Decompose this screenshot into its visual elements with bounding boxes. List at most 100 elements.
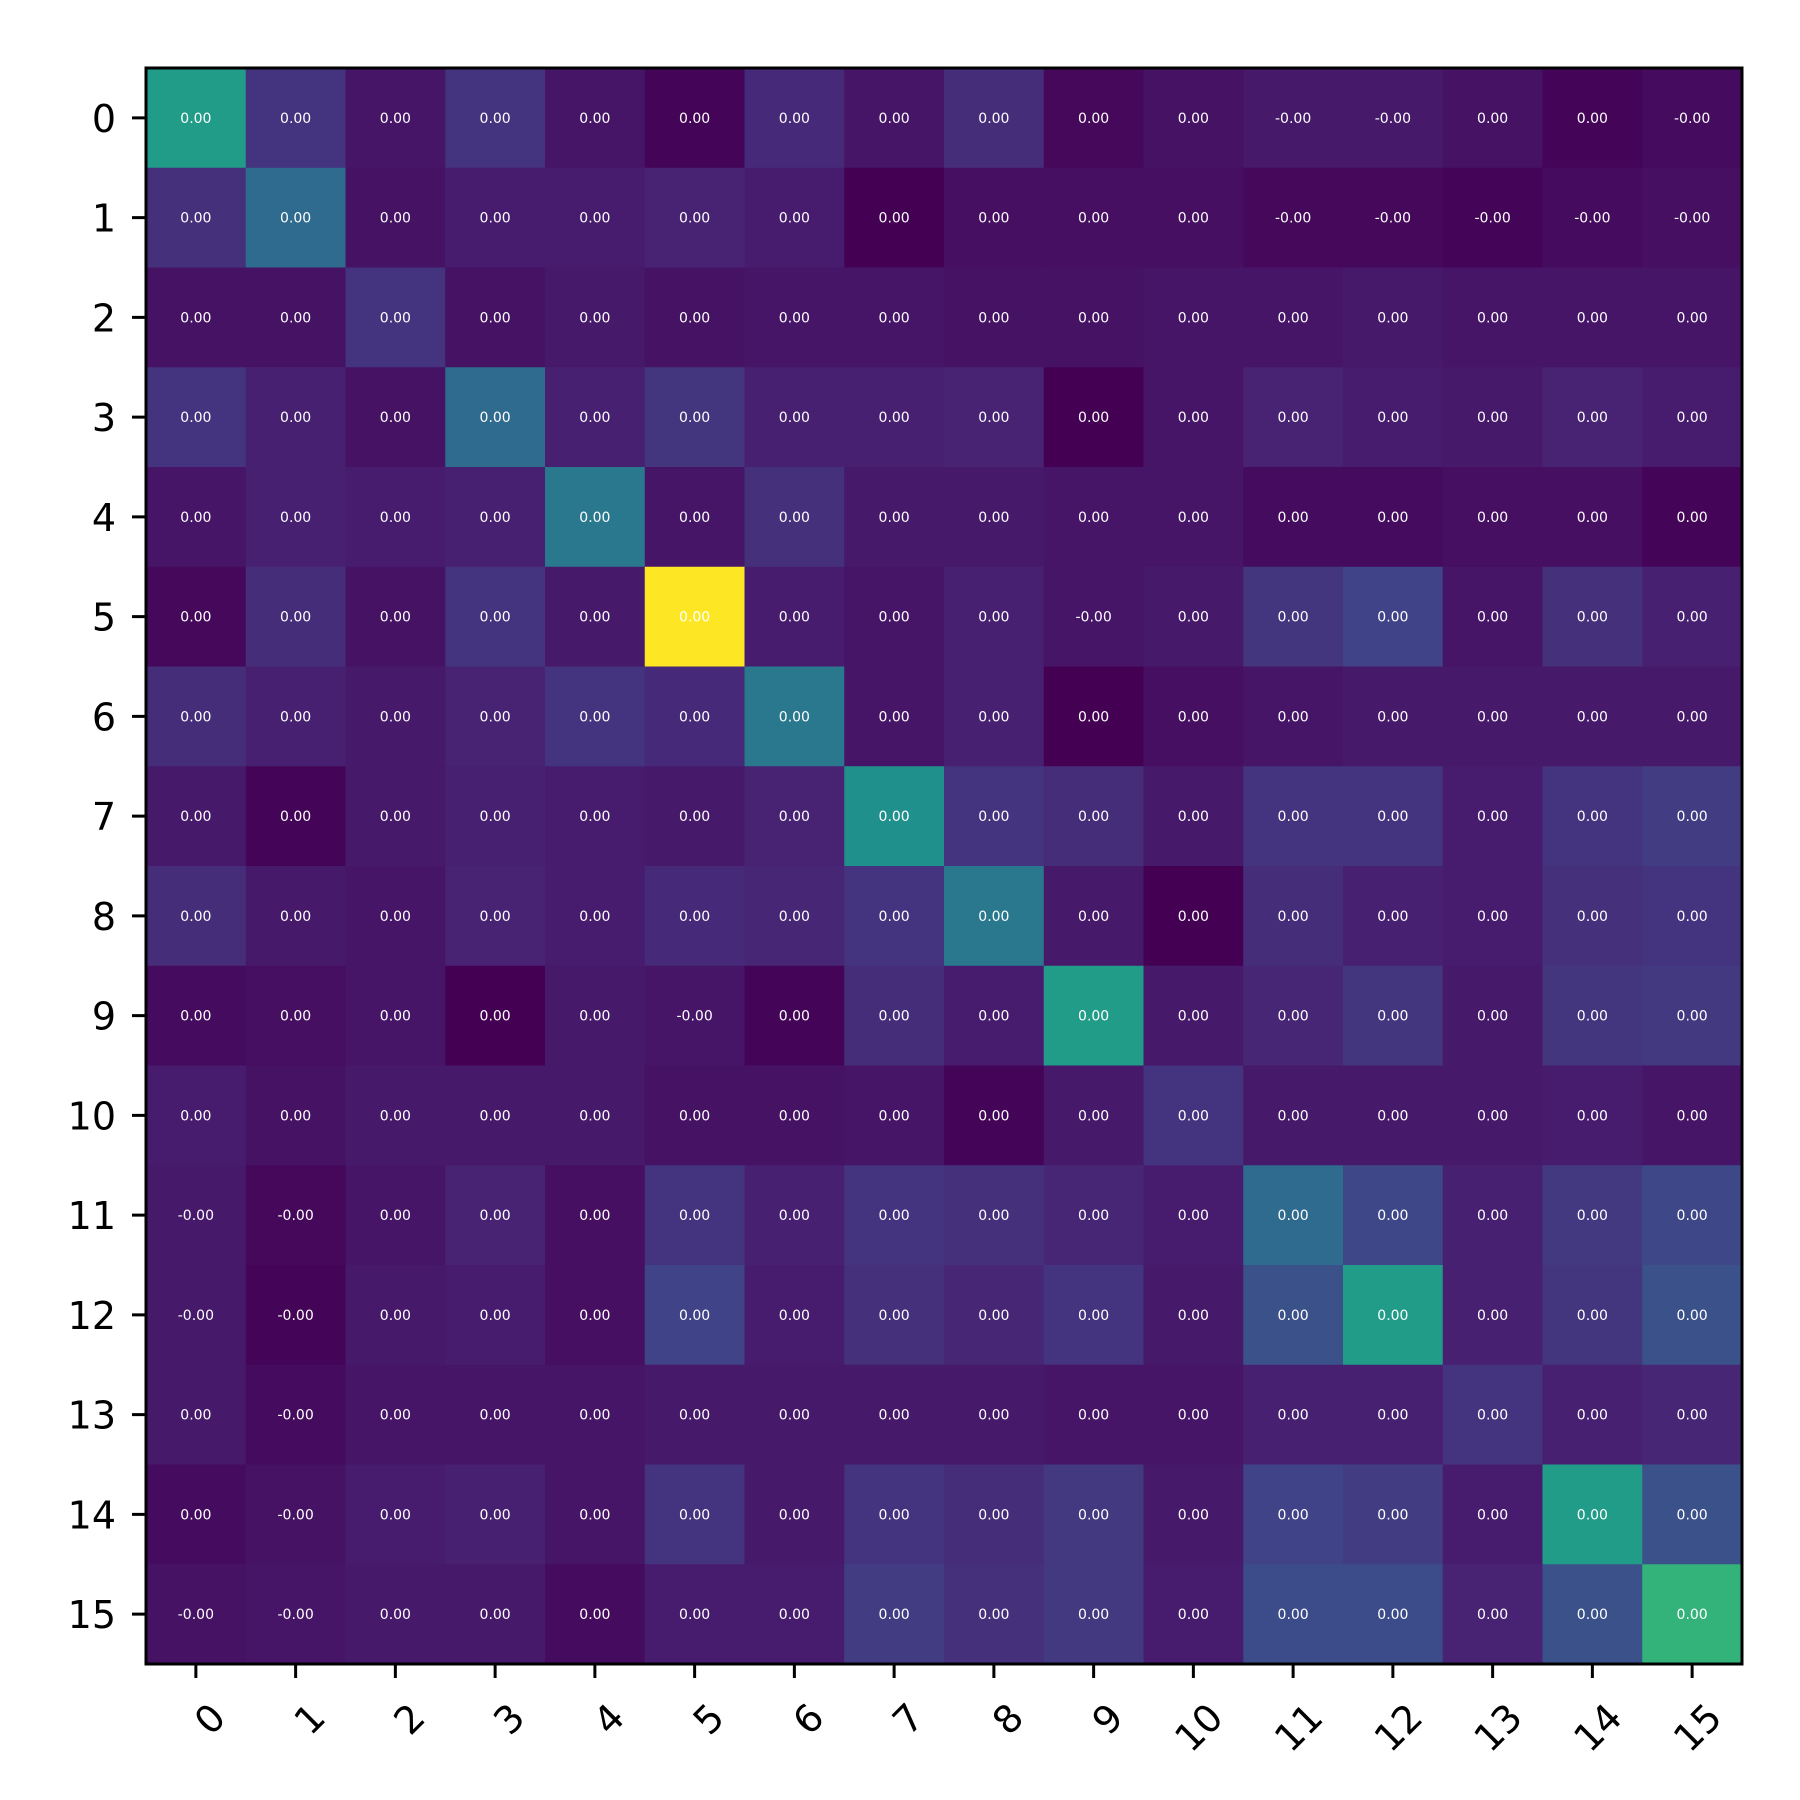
cell-value-label: -0.00 xyxy=(178,1607,214,1623)
cell-value-label: 0.00 xyxy=(879,510,910,526)
heatmap-cell-14-5 xyxy=(644,1464,745,1565)
cell-value-label: 0.00 xyxy=(879,809,910,825)
heatmap-cell-1-12 xyxy=(1343,167,1444,268)
heatmap-cell-1-13 xyxy=(1442,167,1543,268)
heatmap-cell-7-9 xyxy=(1043,766,1144,867)
heatmap-cell-1-2 xyxy=(345,167,446,268)
heatmap-cell-2-11 xyxy=(1243,267,1344,368)
cell-value-label: 0.00 xyxy=(879,1308,910,1324)
cell-value-label: 0.00 xyxy=(879,1208,910,1224)
heatmap-cell-15-8 xyxy=(944,1564,1045,1665)
cell-value-label: 0.00 xyxy=(879,1408,910,1424)
cell-value-label: 0.00 xyxy=(1477,909,1508,925)
cell-value-label: 0.00 xyxy=(879,310,910,326)
heatmap-cell-0-12 xyxy=(1343,68,1444,169)
heatmap-cell-4-2 xyxy=(345,467,446,568)
heatmap-cell-13-1 xyxy=(245,1364,346,1465)
cell-value-label: 0.00 xyxy=(978,809,1009,825)
heatmap-cell-10-11 xyxy=(1243,1065,1344,1166)
cell-value-label: 0.00 xyxy=(180,310,211,326)
heatmap-cell-10-13 xyxy=(1442,1065,1543,1166)
cell-value-label: 0.00 xyxy=(1178,410,1209,426)
heatmap-cell-4-8 xyxy=(944,467,1045,568)
heatmap-cell-11-13 xyxy=(1442,1165,1543,1266)
heatmap-cell-14-6 xyxy=(744,1464,845,1565)
heatmap-cell-6-3 xyxy=(445,666,546,767)
heatmap-cell-12-1 xyxy=(245,1265,346,1366)
cell-value-label: 0.00 xyxy=(1577,1408,1608,1424)
cell-value-label: 0.00 xyxy=(1278,1408,1309,1424)
cell-value-label: 0.00 xyxy=(1377,709,1408,725)
cell-value-label: -0.00 xyxy=(1076,610,1112,626)
cell-value-label: 0.00 xyxy=(879,410,910,426)
heatmap-cell-14-10 xyxy=(1143,1464,1244,1565)
heatmap-cell-9-8 xyxy=(944,965,1045,1066)
cell-value-label: 0.00 xyxy=(380,1408,411,1424)
cell-value-label: 0.00 xyxy=(1178,211,1209,227)
cell-value-label: 0.00 xyxy=(779,1108,810,1124)
cell-value-label: 0.00 xyxy=(579,1108,610,1124)
cell-value-label: 0.00 xyxy=(779,111,810,127)
cell-value-label: 0.00 xyxy=(1078,909,1109,925)
cell-value-label: 0.00 xyxy=(380,111,411,127)
x-tick-label: 5 xyxy=(685,1695,733,1743)
heatmap-cell-labels: 0.00 0.00 0.00 0.00 0.00 0.00 0.00 0.00 0.00 0.00… xyxy=(178,111,1710,1623)
heatmap-cell-3-0 xyxy=(146,367,247,468)
heatmap-cell-5-14 xyxy=(1542,566,1643,667)
heatmap-cell-3-13 xyxy=(1442,367,1543,468)
cell-value-label: 0.00 xyxy=(978,1607,1009,1623)
cell-value-label: 0.00 xyxy=(1178,510,1209,526)
cell-value-label: -0.00 xyxy=(278,1607,314,1623)
heatmap-cell-5-8 xyxy=(944,566,1045,667)
cell-value-label: 0.00 xyxy=(1178,1009,1209,1025)
heatmap-cell-13-14 xyxy=(1542,1364,1643,1465)
heatmap-cell-12-8 xyxy=(944,1265,1045,1366)
heatmap-cell-9-0 xyxy=(146,965,247,1066)
heatmap-cell-15-0 xyxy=(146,1564,247,1665)
heatmap-cell-15-1 xyxy=(245,1564,346,1665)
cell-value-label: 0.00 xyxy=(579,610,610,626)
cell-value-label: 0.00 xyxy=(480,709,511,725)
heatmap-cell-14-15 xyxy=(1642,1464,1743,1565)
heatmap-cell-15-15 xyxy=(1642,1564,1743,1665)
cell-value-label: 0.00 xyxy=(280,909,311,925)
heatmap-cell-0-13 xyxy=(1442,68,1543,169)
heatmap-cell-11-1 xyxy=(245,1165,346,1266)
heatmap-cell-8-2 xyxy=(345,866,446,967)
cell-value-label: 0.00 xyxy=(380,610,411,626)
cell-value-label: 0.00 xyxy=(1078,1108,1109,1124)
cell-value-label: 0.00 xyxy=(1677,1308,1708,1324)
cell-value-label: 0.00 xyxy=(480,1308,511,1324)
cell-value-label: 0.00 xyxy=(879,211,910,227)
heatmap-cell-15-12 xyxy=(1343,1564,1444,1665)
cell-value-label: 0.00 xyxy=(579,510,610,526)
heatmap-cell-8-7 xyxy=(844,866,945,967)
cell-value-label: 0.00 xyxy=(679,909,710,925)
cell-value-label: 0.00 xyxy=(480,1009,511,1025)
heatmap-cells xyxy=(146,68,1743,1665)
cell-value-label: 0.00 xyxy=(280,809,311,825)
cell-value-label: 0.00 xyxy=(579,310,610,326)
cell-value-label: 0.00 xyxy=(1278,510,1309,526)
cell-value-label: 0.00 xyxy=(779,709,810,725)
cell-value-label: 0.00 xyxy=(679,111,710,127)
heatmap-cell-14-11 xyxy=(1243,1464,1344,1565)
x-tick-label: 10 xyxy=(1166,1695,1231,1760)
heatmap-cell-14-7 xyxy=(844,1464,945,1565)
heatmap-cell-13-15 xyxy=(1642,1364,1743,1465)
heatmap-cell-5-0 xyxy=(146,566,247,667)
heatmap-cell-4-0 xyxy=(146,467,247,568)
heatmap-cell-9-9 xyxy=(1043,965,1144,1066)
cell-value-label: 0.00 xyxy=(1677,909,1708,925)
cell-value-label: 0.00 xyxy=(1477,1208,1508,1224)
heatmap-cell-13-13 xyxy=(1442,1364,1543,1465)
heatmap-cell-10-12 xyxy=(1343,1065,1444,1166)
x-axis: 0 1 2 3 4 5 6 7 8 9 10 11 12 13 14 15 xyxy=(186,1664,1730,1760)
cell-value-label: 0.00 xyxy=(1377,410,1408,426)
heatmap-cell-5-3 xyxy=(445,566,546,667)
cell-value-label: 0.00 xyxy=(180,709,211,725)
heatmap-cell-9-10 xyxy=(1143,965,1244,1066)
y-tick-label: 12 xyxy=(68,1294,116,1338)
x-tick-label: 2 xyxy=(385,1695,433,1743)
cell-value-label: 0.00 xyxy=(1677,410,1708,426)
